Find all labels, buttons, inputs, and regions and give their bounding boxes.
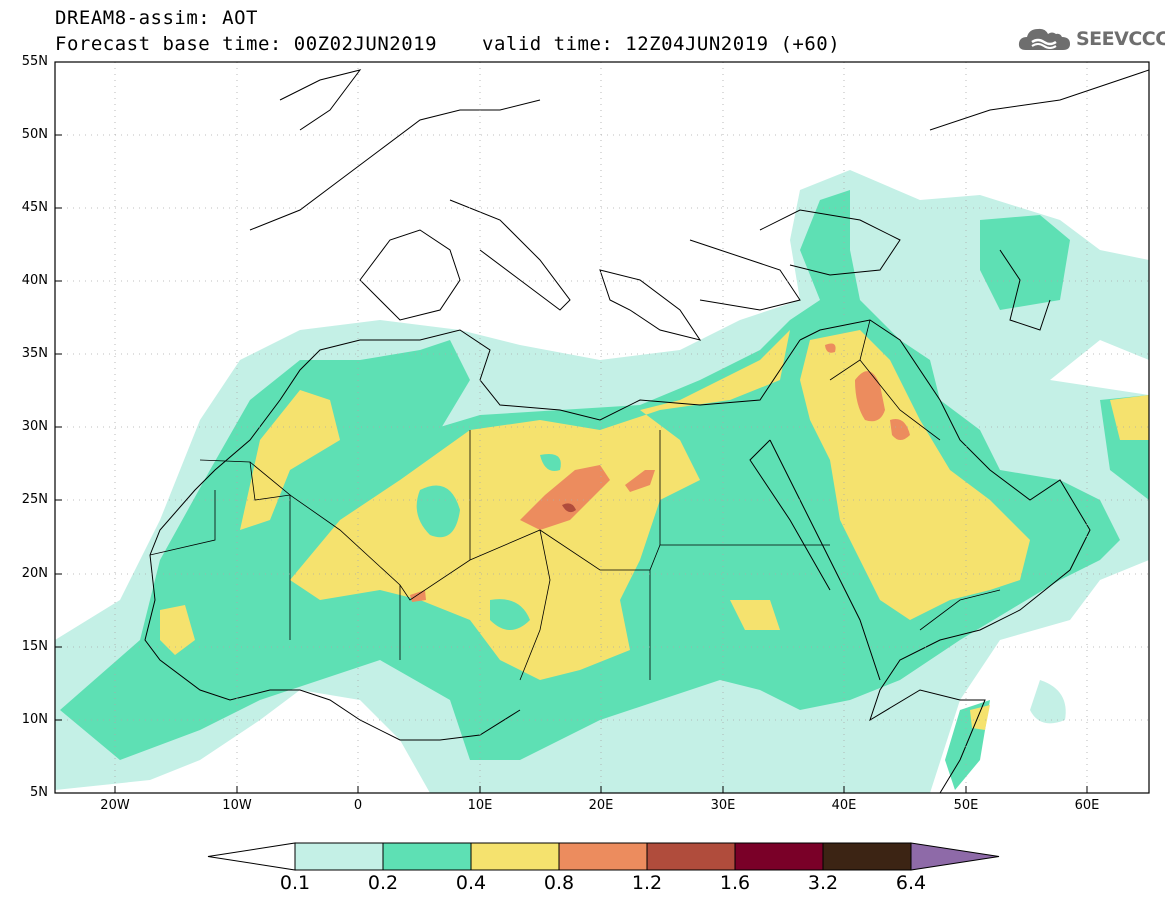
colorbar-level-label: 0.2 — [367, 872, 399, 894]
lon-label: 10W — [222, 798, 252, 813]
lat-label: 50N — [21, 127, 48, 142]
lon-label: 10E — [467, 798, 493, 813]
aot-level-0.2-islands — [416, 454, 730, 630]
lat-label: 30N — [21, 419, 48, 434]
lat-label: 40N — [21, 273, 48, 288]
coastlines — [144, 69, 1149, 793]
lon-label: 60E — [1074, 798, 1100, 813]
colorbar-box — [822, 842, 912, 871]
colorbar-level-label: 0.4 — [455, 872, 487, 894]
valid-time: valid time: 12Z04JUN2019 (+60) — [482, 33, 841, 55]
graticule — [55, 62, 1149, 793]
lat-label: 55N — [21, 54, 48, 69]
aot-field — [55, 170, 1149, 793]
lat-label: 5N — [30, 785, 48, 800]
colorbar-box — [382, 842, 472, 871]
forecast-base-time: Forecast base time: 00Z02JUN2019 — [55, 33, 438, 55]
colorbar-box — [558, 842, 648, 871]
colorbar-level-label: 1.6 — [719, 872, 751, 894]
cloud-icon — [1018, 28, 1070, 50]
lon-label: 20W — [100, 798, 130, 813]
colorbar-under-triangle — [207, 842, 296, 871]
colorbar-box — [734, 842, 824, 871]
colorbar-level-label: 0.1 — [279, 872, 311, 894]
lon-label: 40E — [831, 798, 857, 813]
colorbar-level-label: 0.8 — [543, 872, 575, 894]
aot-level-0.8 — [410, 343, 910, 602]
lat-label: 25N — [21, 492, 48, 507]
colorbar-level-label: 6.4 — [895, 872, 927, 894]
colorbar-box — [470, 842, 560, 871]
chart-title: DREAM8-assim: AOT — [55, 7, 258, 29]
aot-level-1.2 — [562, 503, 576, 513]
seevccc-logo: SEEVCCC — [1018, 24, 1165, 54]
lon-label: 0 — [353, 798, 363, 813]
country-borders — [149, 319, 1001, 681]
axis-ticks — [55, 61, 1088, 794]
colorbar-level-label: 3.2 — [807, 872, 839, 894]
colorbar-level-label: 1.2 — [631, 872, 663, 894]
lat-label: 15N — [21, 639, 48, 654]
lat-label: 35N — [21, 346, 48, 361]
lat-label: 20N — [21, 566, 48, 581]
lat-label: 45N — [21, 200, 48, 215]
lat-label: 10N — [21, 712, 48, 727]
colorbar-over-triangle — [910, 842, 1000, 871]
logo-text: SEEVCCC — [1076, 28, 1165, 50]
lon-label: 20E — [588, 798, 614, 813]
lon-label: 50E — [953, 798, 979, 813]
colorbar-box — [646, 842, 736, 871]
lon-label: 30E — [710, 798, 736, 813]
colorbar-box — [294, 842, 384, 871]
